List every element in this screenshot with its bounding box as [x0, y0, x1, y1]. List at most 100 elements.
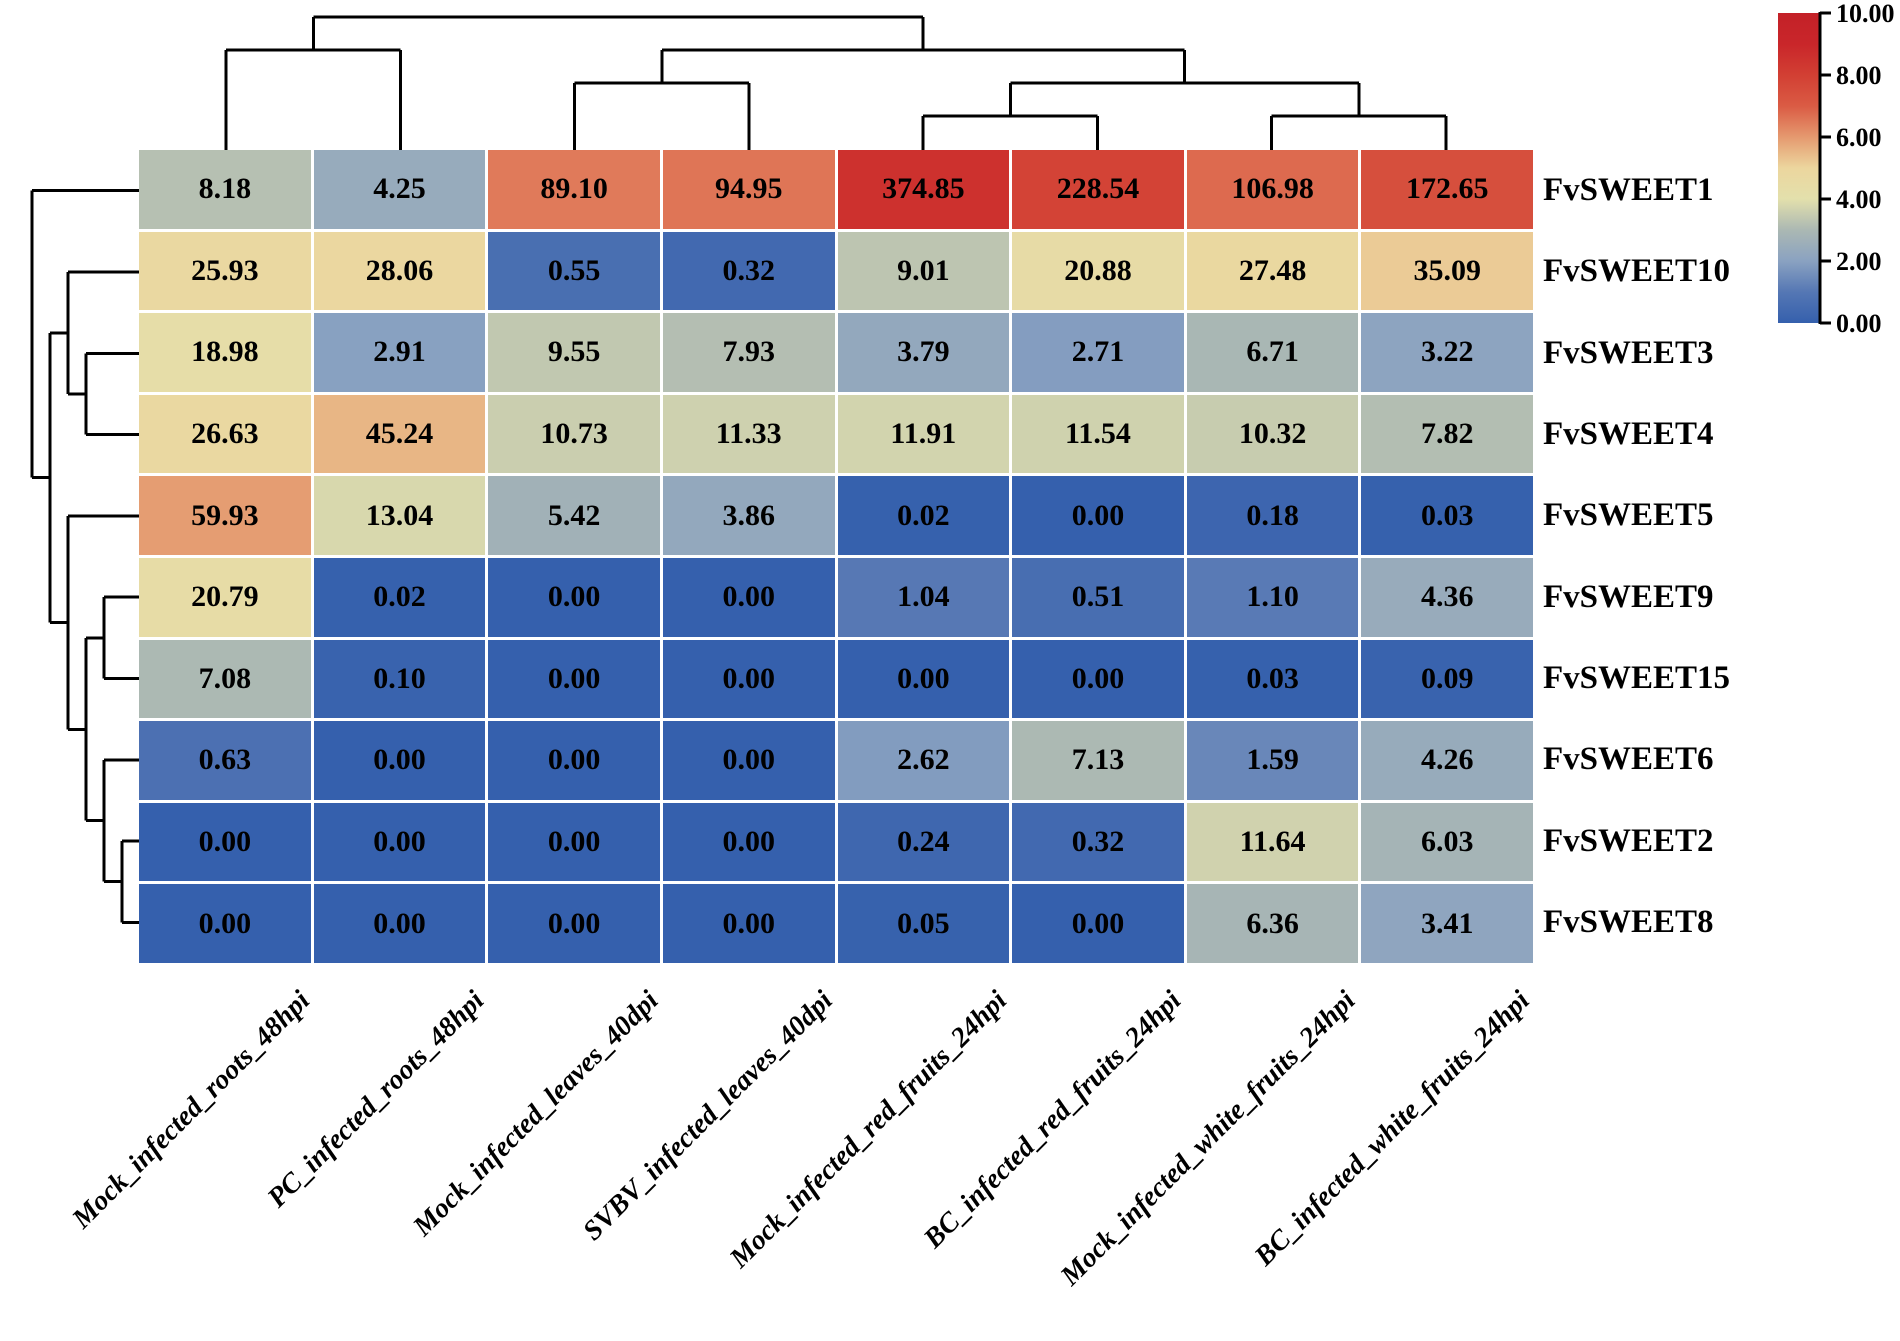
heatmap-cell: 0.00: [488, 721, 660, 800]
heatmap-cell: 0.00: [139, 884, 311, 963]
heatmap-cell: 0.00: [662, 884, 835, 963]
heatmap-cell: 27.48: [1186, 231, 1359, 311]
column-label: BC_infected_white_fruits_24hpi: [1248, 985, 1536, 1273]
heatmap-cell: 0.00: [488, 639, 660, 719]
heatmap-cell: 10.32: [1186, 394, 1359, 474]
heatmap-grid: 8.18 4.25 89.10 94.95 374.85 228.54 106.98 172.…: [139, 150, 1533, 963]
heatmap-cell: 2.71: [1012, 313, 1184, 392]
row-label: FvSWEET15: [1543, 659, 1731, 696]
heatmap-cell: 10.73: [488, 394, 660, 474]
heatmap-cell: 3.41: [1361, 884, 1533, 963]
heatmap-cell: 0.00: [1012, 884, 1184, 963]
heatmap-cell: 3.79: [837, 313, 1010, 392]
heatmap-cell: 9.01: [837, 231, 1010, 311]
heatmap-cell: 3.86: [662, 476, 835, 555]
heatmap-cell: 9.55: [488, 313, 660, 392]
heatmap-cell: 8.18: [139, 150, 311, 229]
column-label: Mock_infected_red_fruits_24hpi: [723, 985, 1013, 1275]
heatmap-cell: 0.18: [1186, 476, 1359, 555]
heatmap-cell: 20.88: [1012, 231, 1184, 311]
heatmap-cell: 4.25: [313, 150, 486, 229]
heatmap-cell: 35.09: [1361, 231, 1533, 311]
heatmap-cell: 0.24: [837, 802, 1010, 882]
heatmap-cell: 11.33: [662, 394, 835, 474]
heatmap-cell: 0.00: [662, 802, 835, 882]
heatmap-cell: 25.93: [139, 231, 311, 311]
row-label: FvSWEET9: [1543, 578, 1714, 615]
column-label: PC_infected_roots_48hpi: [261, 985, 491, 1215]
row-label: FvSWEET1: [1543, 172, 1714, 209]
heatmap-cell: 0.32: [662, 231, 835, 311]
colorbar-tick-label: 10.00: [1836, 0, 1895, 28]
heatmap-cell: 13.04: [313, 476, 486, 555]
row-label: FvSWEET2: [1543, 822, 1714, 859]
heatmap-cell: 106.98: [1186, 150, 1359, 229]
heatmap-cell: 0.00: [662, 557, 835, 637]
heatmap-cell: 0.00: [488, 557, 660, 637]
heatmap-cell: 0.00: [313, 884, 486, 963]
heatmap-cell: 0.00: [1012, 639, 1184, 719]
heatmap-cell: 0.00: [662, 721, 835, 800]
heatmap-cell: 1.59: [1186, 721, 1359, 800]
heatmap-cell: 0.00: [488, 802, 660, 882]
heatmap-cell: 26.63: [139, 394, 311, 474]
heatmap-cell: 7.13: [1012, 721, 1184, 800]
heatmap-cell: 6.36: [1186, 884, 1359, 963]
row-label: FvSWEET10: [1543, 253, 1731, 290]
heatmap-cell: 0.00: [662, 639, 835, 719]
row-label: FvSWEET8: [1543, 903, 1714, 940]
heatmap-cell: 0.32: [1012, 802, 1184, 882]
heatmap-cell: 11.54: [1012, 394, 1184, 474]
heatmap-cell: 2.62: [837, 721, 1010, 800]
heatmap-cell: 18.98: [139, 313, 311, 392]
heatmap-cell: 6.03: [1361, 802, 1533, 882]
heatmap-cell: 1.10: [1186, 557, 1359, 637]
heatmap-cell: 0.05: [837, 884, 1010, 963]
heatmap-cell: 89.10: [488, 150, 660, 229]
heatmap-cell: 0.55: [488, 231, 660, 311]
heatmap-cell: 0.00: [488, 884, 660, 963]
heatmap-cell: 6.71: [1186, 313, 1359, 392]
heatmap-cell: 0.10: [313, 639, 486, 719]
colorbar-tick-label: 8.00: [1836, 61, 1882, 90]
row-dendrogram: [30, 189, 139, 924]
heatmap-cell: 0.02: [313, 557, 486, 637]
row-label: FvSWEET5: [1543, 497, 1714, 534]
heatmap-cell: 228.54: [1012, 150, 1184, 229]
row-label: FvSWEET6: [1543, 741, 1714, 778]
heatmap-cell: 0.02: [837, 476, 1010, 555]
heatmap-cell: 172.65: [1361, 150, 1533, 229]
heatmap-cell: 0.00: [1012, 476, 1184, 555]
heatmap-cell: 0.03: [1186, 639, 1359, 719]
heatmap-cell: 7.93: [662, 313, 835, 392]
row-label: FvSWEET4: [1543, 416, 1714, 453]
heatmap-cell: 5.42: [488, 476, 660, 555]
heatmap-cell: 374.85: [837, 150, 1010, 229]
heatmap-cell: 0.51: [1012, 557, 1184, 637]
colorbar-tick-label: 6.00: [1836, 123, 1882, 152]
heatmap-cell: 7.08: [139, 639, 311, 719]
heatmap-cell: 11.91: [837, 394, 1010, 474]
heatmap-cell: 11.64: [1186, 802, 1359, 882]
heatmap-cell: 3.22: [1361, 313, 1533, 392]
heatmap-cell: 4.26: [1361, 721, 1533, 800]
heatmap-cell: 45.24: [313, 394, 486, 474]
column-label: Mock_infected_white_fruits_24hpi: [1054, 985, 1362, 1293]
column-dendrogram: [224, 15, 1448, 150]
heatmap-cell: 4.36: [1361, 557, 1533, 637]
heatmap-cell: 94.95: [662, 150, 835, 229]
heatmap-cell: 20.79: [139, 557, 311, 637]
heatmap-cell: 7.82: [1361, 394, 1533, 474]
column-label: SVBV_infected_leaves_40dpi: [577, 985, 839, 1247]
heatmap-cell: 0.63: [139, 721, 311, 800]
heatmap-cell: 28.06: [313, 231, 486, 311]
heatmap-cell: 0.00: [139, 802, 311, 882]
heatmap-cell: 0.00: [837, 639, 1010, 719]
heatmap-cell: 2.91: [313, 313, 486, 392]
heatmap-cell: 0.00: [313, 721, 486, 800]
column-label: Mock_infected_leaves_40dpi: [407, 985, 665, 1243]
row-label: FvSWEET3: [1543, 334, 1714, 371]
column-label: Mock_infected_roots_48hpi: [66, 985, 316, 1235]
heatmap-cell: 59.93: [139, 476, 311, 555]
